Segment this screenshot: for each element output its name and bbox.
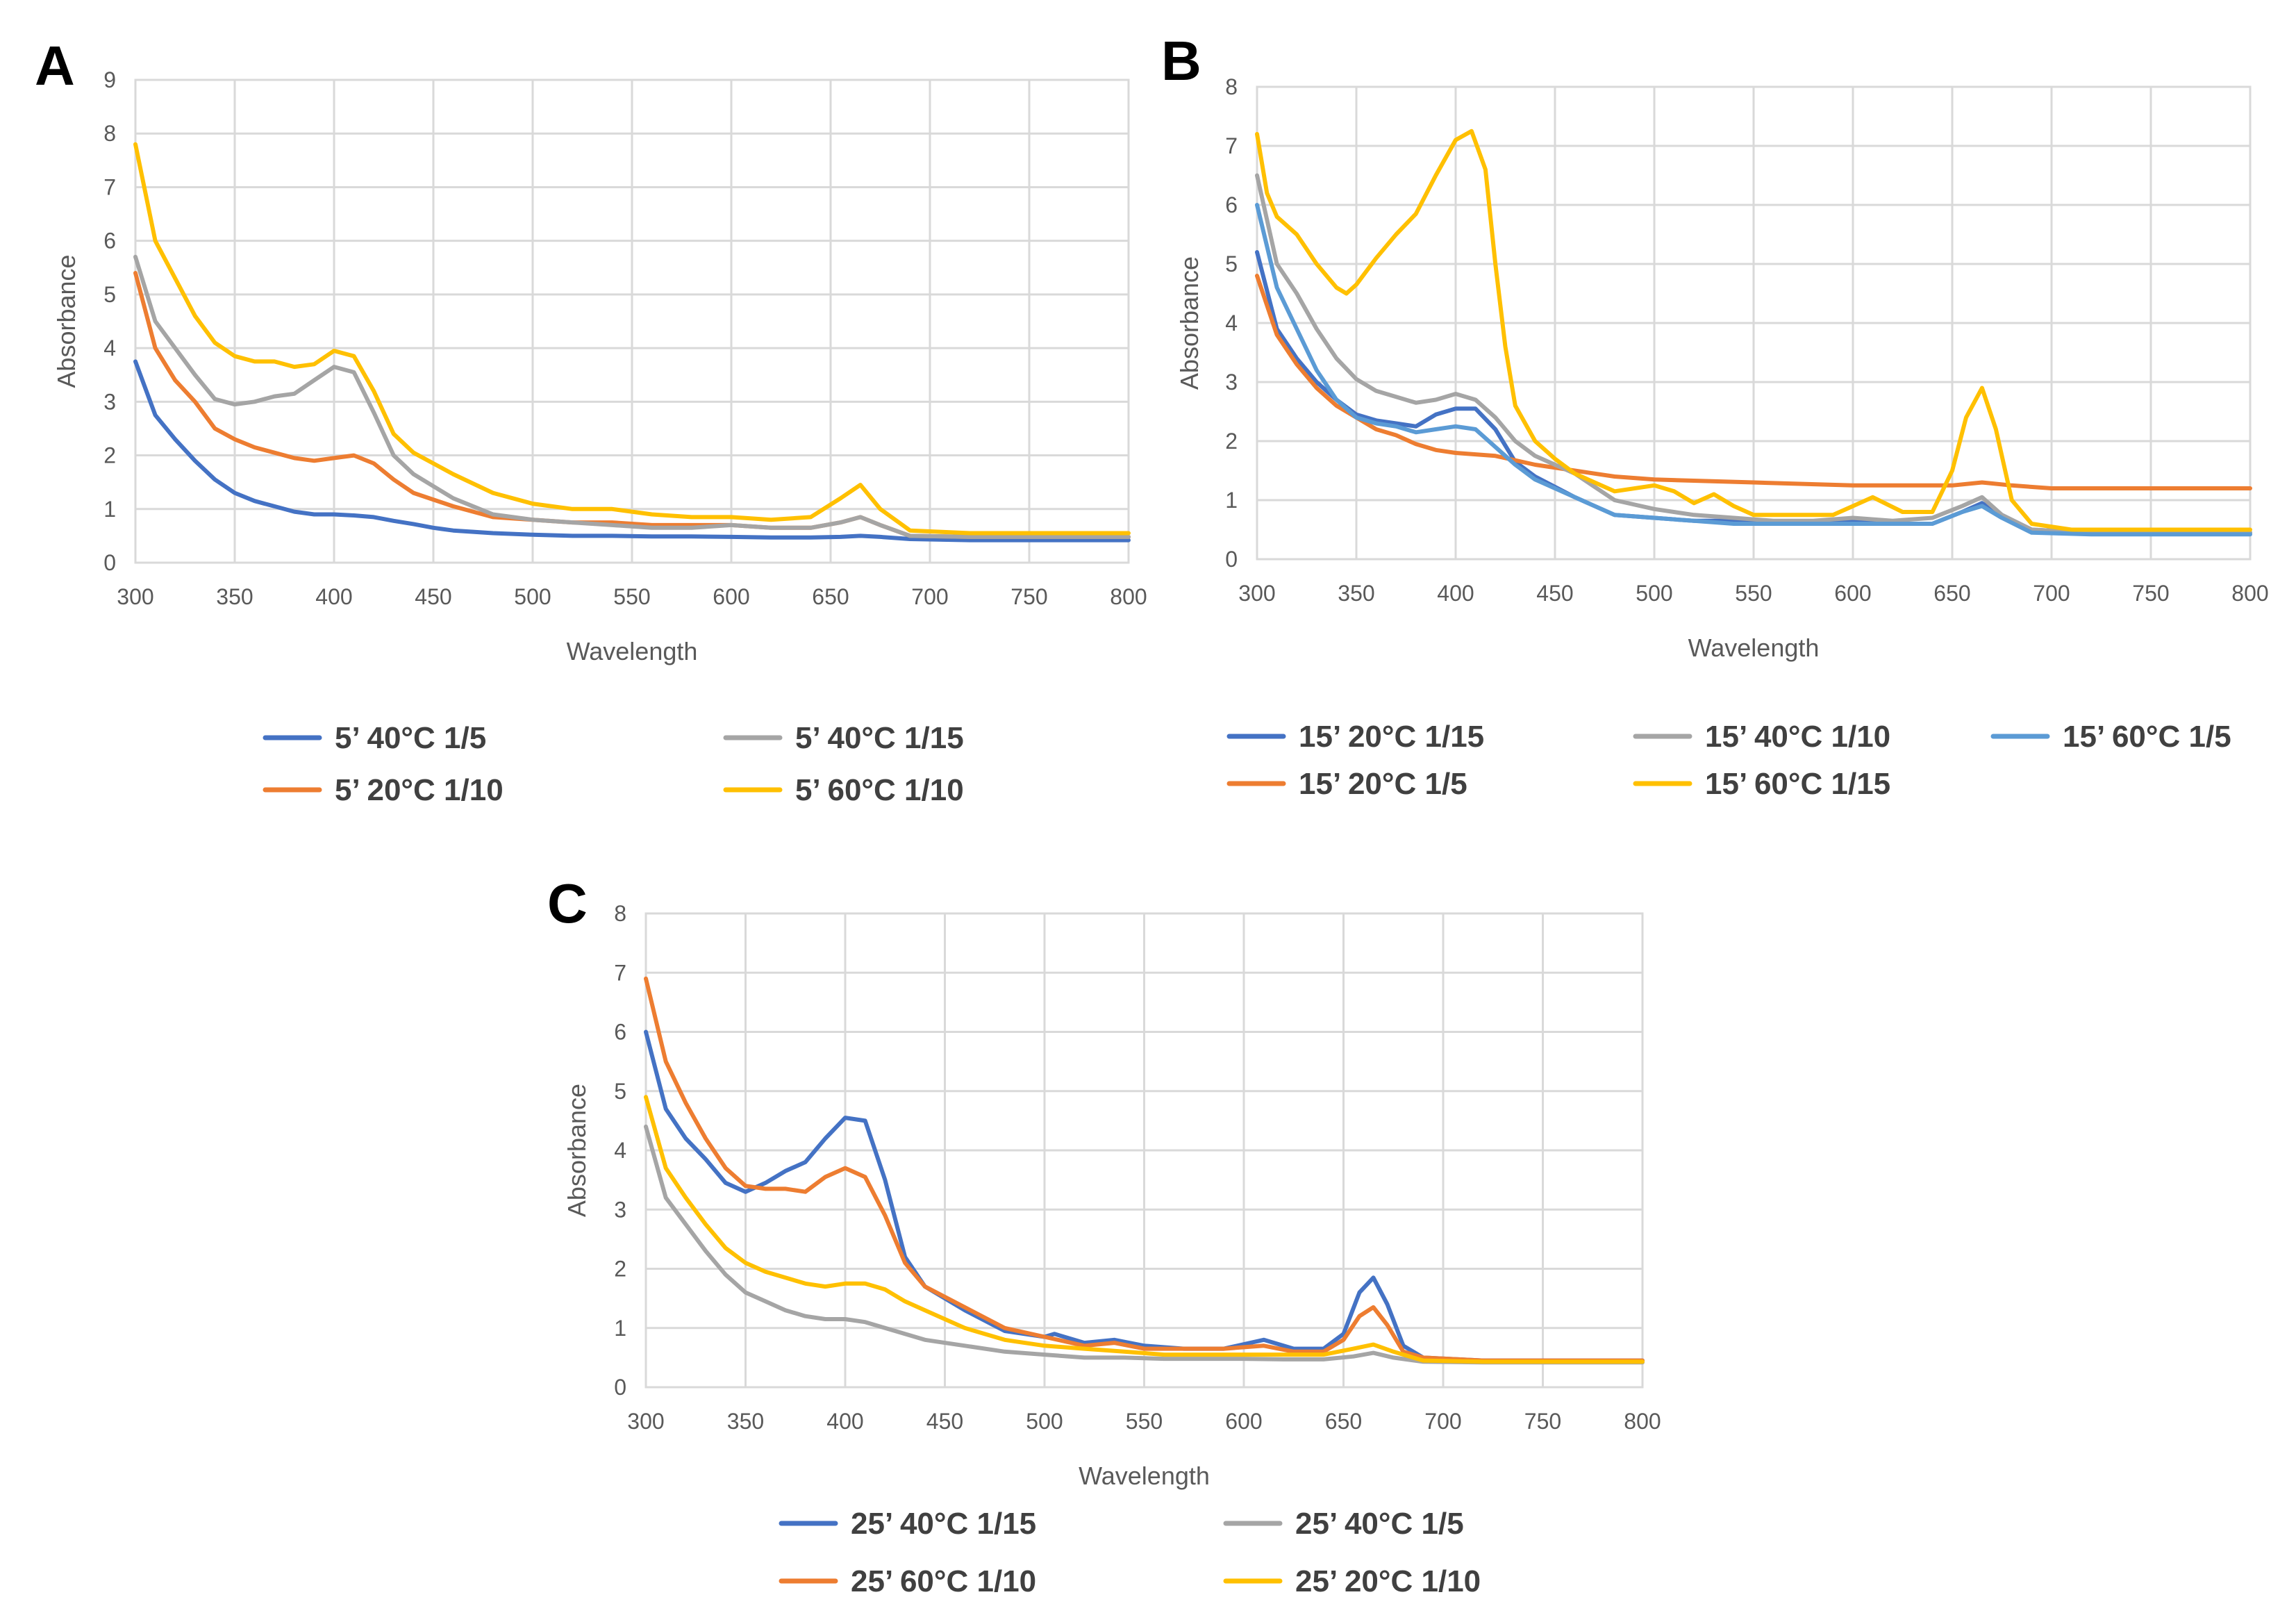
- legend-label: 15’ 20°C 1/5: [1299, 767, 1467, 801]
- y-tick-label: 2: [1225, 429, 1238, 454]
- y-tick-label: 1: [1225, 488, 1238, 513]
- legend-label: 25’ 40°C 1/5: [1295, 1507, 1464, 1541]
- legend-label: 15’ 60°C 1/15: [1705, 767, 1890, 801]
- x-tick-label: 700: [2033, 581, 2070, 606]
- legend-label: 5’ 20°C 1/10: [335, 773, 504, 807]
- x-tick-label: 550: [1126, 1409, 1163, 1434]
- x-tick-label: 350: [1338, 581, 1374, 606]
- series-line-5-40-c-1-5: [133, 359, 1131, 543]
- x-tick-label: 650: [1325, 1409, 1362, 1434]
- x-tick-label: 750: [1010, 584, 1047, 609]
- legend-label: 5’ 40°C 1/15: [795, 721, 964, 755]
- y-tick-label: 8: [614, 901, 626, 926]
- y-tick-label: 1: [103, 497, 116, 522]
- panel-c: C 0 1 2 3 4 5 6 7 8 300 350 400 450 500 550 600 650 700 750…: [547, 872, 1661, 1598]
- x-tick-label: 300: [1238, 581, 1275, 606]
- y-tick-label: 4: [1225, 311, 1238, 336]
- panel-label: A: [35, 35, 75, 97]
- y-tick-label: 7: [103, 174, 116, 199]
- x-tick-label: 750: [2132, 581, 2169, 606]
- x-tick-label: 600: [713, 584, 749, 609]
- series-line-25-40-c-1-5: [644, 1124, 1645, 1365]
- y-tick-label: 8: [1225, 74, 1238, 99]
- y-tick-label: 0: [614, 1375, 626, 1400]
- y-tick-label: 5: [1225, 251, 1238, 276]
- x-axis-title: Wavelength: [567, 637, 698, 665]
- x-tick-label: 350: [727, 1409, 764, 1434]
- x-tick-label: 400: [1437, 581, 1474, 606]
- panel-label: C: [547, 872, 588, 934]
- legend-label: 15’ 20°C 1/15: [1299, 720, 1484, 754]
- x-tick-label: 450: [1536, 581, 1573, 606]
- legend-label: 5’ 40°C 1/5: [335, 721, 486, 755]
- x-tick-label: 300: [117, 584, 153, 609]
- panel-a: A 0 1 2 3 4 5 6 7 8 9 300 350 400 450 500 550 600 650 700 75…: [35, 35, 1147, 807]
- y-tick-label: 6: [103, 229, 116, 254]
- series-line-15-40-c-1-10: [1255, 173, 2252, 535]
- y-tick-label: 3: [614, 1197, 626, 1222]
- legend-label: 25’ 20°C 1/10: [1295, 1564, 1481, 1598]
- x-tick-label: 750: [1524, 1409, 1561, 1434]
- x-tick-label: 450: [415, 584, 451, 609]
- y-tick-label: 6: [1225, 192, 1238, 217]
- series-line-15-60-c-1-5: [1255, 203, 2252, 537]
- y-tick-label: 3: [1225, 370, 1238, 395]
- x-tick-label: 650: [1933, 581, 1970, 606]
- y-tick-label: 0: [1225, 547, 1238, 572]
- x-tick-label: 500: [1636, 581, 1672, 606]
- series-line-15-60-c-1-15: [1255, 129, 2252, 532]
- series-line-5-60-c-1-10: [133, 142, 1131, 536]
- legend-label: 5’ 60°C 1/10: [795, 773, 964, 807]
- legend-label: 15’ 40°C 1/10: [1705, 720, 1890, 754]
- x-tick-label: 400: [315, 584, 352, 609]
- x-tick-label: 800: [2231, 581, 2268, 606]
- x-tick-label: 650: [812, 584, 849, 609]
- series-line-15-20-c-1-5: [1255, 274, 2252, 490]
- series-line-25-60-c-1-10: [644, 976, 1645, 1363]
- x-tick-label: 800: [1624, 1409, 1661, 1434]
- legend-label: 25’ 40°C 1/15: [851, 1507, 1036, 1541]
- x-tick-label: 450: [926, 1409, 963, 1434]
- y-tick-label: 4: [103, 336, 116, 361]
- y-tick-label: 6: [614, 1020, 626, 1045]
- x-axis-title: Wavelength: [1688, 634, 1820, 662]
- y-tick-label: 4: [614, 1138, 626, 1163]
- x-tick-label: 500: [514, 584, 551, 609]
- x-tick-label: 700: [1424, 1409, 1461, 1434]
- x-tick-label: 300: [627, 1409, 664, 1434]
- y-tick-label: 8: [103, 121, 116, 146]
- panel-b: B 0 1 2 3 4 5 6 7 8 300 350 400 450 500 550 600 650 700 750…: [1161, 30, 2269, 801]
- y-tick-label: 7: [614, 960, 626, 985]
- y-tick-label: 9: [103, 67, 116, 92]
- x-tick-label: 550: [1735, 581, 1772, 606]
- y-tick-label: 3: [103, 389, 116, 414]
- x-tick-label: 400: [826, 1409, 863, 1434]
- y-tick-label: 7: [1225, 133, 1238, 158]
- series-line-25-40-c-1-15: [644, 1029, 1645, 1363]
- x-tick-label: 350: [216, 584, 253, 609]
- y-axis-title: Absorbance: [563, 1084, 591, 1217]
- x-axis-title: Wavelength: [1079, 1462, 1210, 1490]
- x-tick-label: 600: [1225, 1409, 1262, 1434]
- series-line-5-40-c-1-15: [133, 254, 1131, 539]
- legend-label: 15’ 60°C 1/5: [2063, 720, 2231, 754]
- x-tick-label: 600: [1834, 581, 1871, 606]
- y-tick-label: 5: [614, 1079, 626, 1104]
- x-tick-label: 800: [1110, 584, 1147, 609]
- x-tick-label: 550: [613, 584, 650, 609]
- series-line-25-20-c-1-10: [644, 1095, 1645, 1364]
- y-axis-title: Absorbance: [1175, 256, 1204, 390]
- y-tick-label: 0: [103, 550, 116, 575]
- y-tick-label: 2: [614, 1257, 626, 1282]
- y-axis-title: Absorbance: [52, 254, 81, 388]
- legend-label: 25’ 60°C 1/10: [851, 1564, 1036, 1598]
- panel-label: B: [1161, 30, 1201, 92]
- x-tick-label: 500: [1026, 1409, 1063, 1434]
- y-tick-label: 1: [614, 1316, 626, 1341]
- y-tick-label: 5: [103, 282, 116, 307]
- x-tick-label: 700: [911, 584, 948, 609]
- y-tick-label: 2: [103, 443, 116, 468]
